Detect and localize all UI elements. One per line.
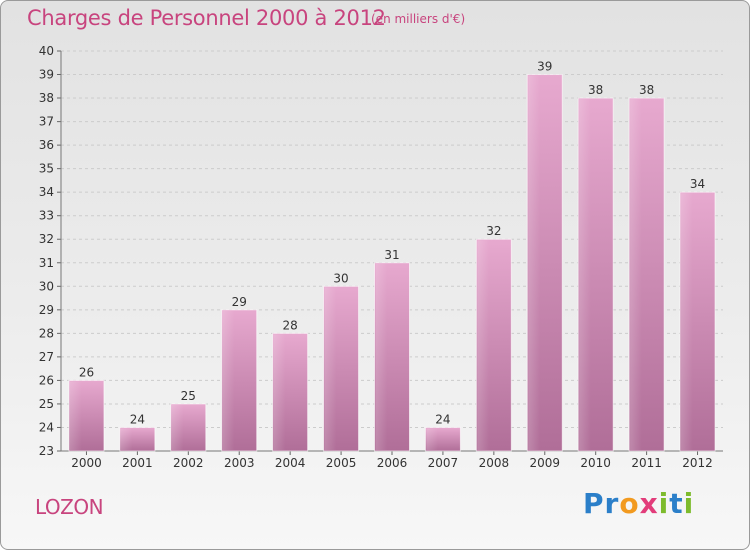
logo-letter: t bbox=[669, 487, 684, 520]
logo-letter: o bbox=[619, 487, 640, 520]
bar-value-label: 24 bbox=[130, 412, 145, 426]
bar-highlight bbox=[324, 287, 337, 450]
y-tick-label: 27 bbox=[39, 350, 54, 364]
x-tick-label: 2002 bbox=[173, 456, 204, 470]
chart-title: Charges de Personnel 2000 à 2012 bbox=[27, 6, 386, 30]
bar-value-label: 38 bbox=[588, 83, 603, 97]
bar-highlight bbox=[69, 381, 82, 450]
bar-layer bbox=[68, 74, 716, 452]
bar-value-label: 30 bbox=[333, 271, 348, 285]
y-tick-label: 33 bbox=[39, 209, 54, 223]
y-tick-label: 30 bbox=[39, 279, 54, 293]
bar-highlight bbox=[426, 428, 439, 450]
x-tick-label: 2005 bbox=[326, 456, 357, 470]
y-tick-label: 25 bbox=[39, 397, 54, 411]
y-tick-label: 36 bbox=[39, 138, 54, 152]
logo-letter: x bbox=[639, 487, 659, 520]
bar-value-label: 25 bbox=[181, 389, 196, 403]
x-tick-label: 2012 bbox=[682, 456, 713, 470]
y-tick-label: 32 bbox=[39, 232, 54, 246]
x-tick-label: 2010 bbox=[580, 456, 611, 470]
y-tick-label: 35 bbox=[39, 162, 54, 176]
y-tick-label: 37 bbox=[39, 115, 54, 129]
x-tick-label: 2001 bbox=[122, 456, 153, 470]
x-tick-label: 2006 bbox=[377, 456, 408, 470]
x-tick-label: 2003 bbox=[224, 456, 255, 470]
bar-value-label: 32 bbox=[486, 224, 501, 238]
bar-value-label: 29 bbox=[232, 295, 247, 309]
bar-highlight bbox=[375, 263, 388, 450]
y-tick-label: 23 bbox=[39, 444, 54, 458]
logo-letter: i bbox=[658, 487, 670, 520]
label-layer: 23 24 25 26 27 28 29 30 31 32 33 34 35 36 37 38 39 40 26 20… bbox=[39, 44, 713, 470]
y-tick-label: 38 bbox=[39, 91, 54, 105]
x-tick-label: 2011 bbox=[631, 456, 662, 470]
bar-value-label: 31 bbox=[384, 248, 399, 262]
y-tick-label: 40 bbox=[39, 44, 54, 58]
bar-highlight bbox=[171, 404, 184, 450]
bar-highlight bbox=[681, 193, 693, 451]
y-tick-label: 29 bbox=[39, 303, 54, 317]
bar-highlight bbox=[120, 428, 133, 450]
bar-value-label: 39 bbox=[537, 60, 552, 74]
chart-subtitle: (en milliers d'€) bbox=[371, 12, 466, 26]
bar-highlight bbox=[528, 75, 540, 450]
bar-value-label: 38 bbox=[639, 83, 654, 97]
x-tick-label: 2007 bbox=[428, 456, 459, 470]
y-tick-label: 39 bbox=[39, 68, 54, 82]
bar-highlight bbox=[273, 334, 286, 450]
y-tick-label: 31 bbox=[39, 256, 54, 270]
proxiti-logo: Proxiti bbox=[583, 487, 694, 520]
place-name: LOZON bbox=[35, 495, 104, 519]
y-tick-label: 26 bbox=[39, 373, 54, 387]
bar-value-label: 24 bbox=[435, 412, 450, 426]
bar-highlight bbox=[630, 99, 642, 450]
bar-highlight bbox=[477, 240, 490, 450]
x-tick-label: 2004 bbox=[275, 456, 306, 470]
logo-letter: P bbox=[583, 487, 605, 520]
bar-value-label: 28 bbox=[283, 318, 298, 332]
logo-letter: i bbox=[683, 487, 695, 520]
bar-value-label: 26 bbox=[79, 365, 94, 379]
y-tick-label: 34 bbox=[39, 185, 54, 199]
x-tick-label: 2008 bbox=[479, 456, 510, 470]
y-tick-label: 24 bbox=[39, 420, 54, 434]
bar-highlight bbox=[222, 310, 235, 450]
logo-letter: r bbox=[604, 487, 620, 520]
bar-highlight bbox=[579, 99, 591, 450]
x-tick-label: 2000 bbox=[71, 456, 102, 470]
bar-value-label: 34 bbox=[690, 177, 705, 191]
y-tick-label: 28 bbox=[39, 326, 54, 340]
x-tick-label: 2009 bbox=[529, 456, 560, 470]
